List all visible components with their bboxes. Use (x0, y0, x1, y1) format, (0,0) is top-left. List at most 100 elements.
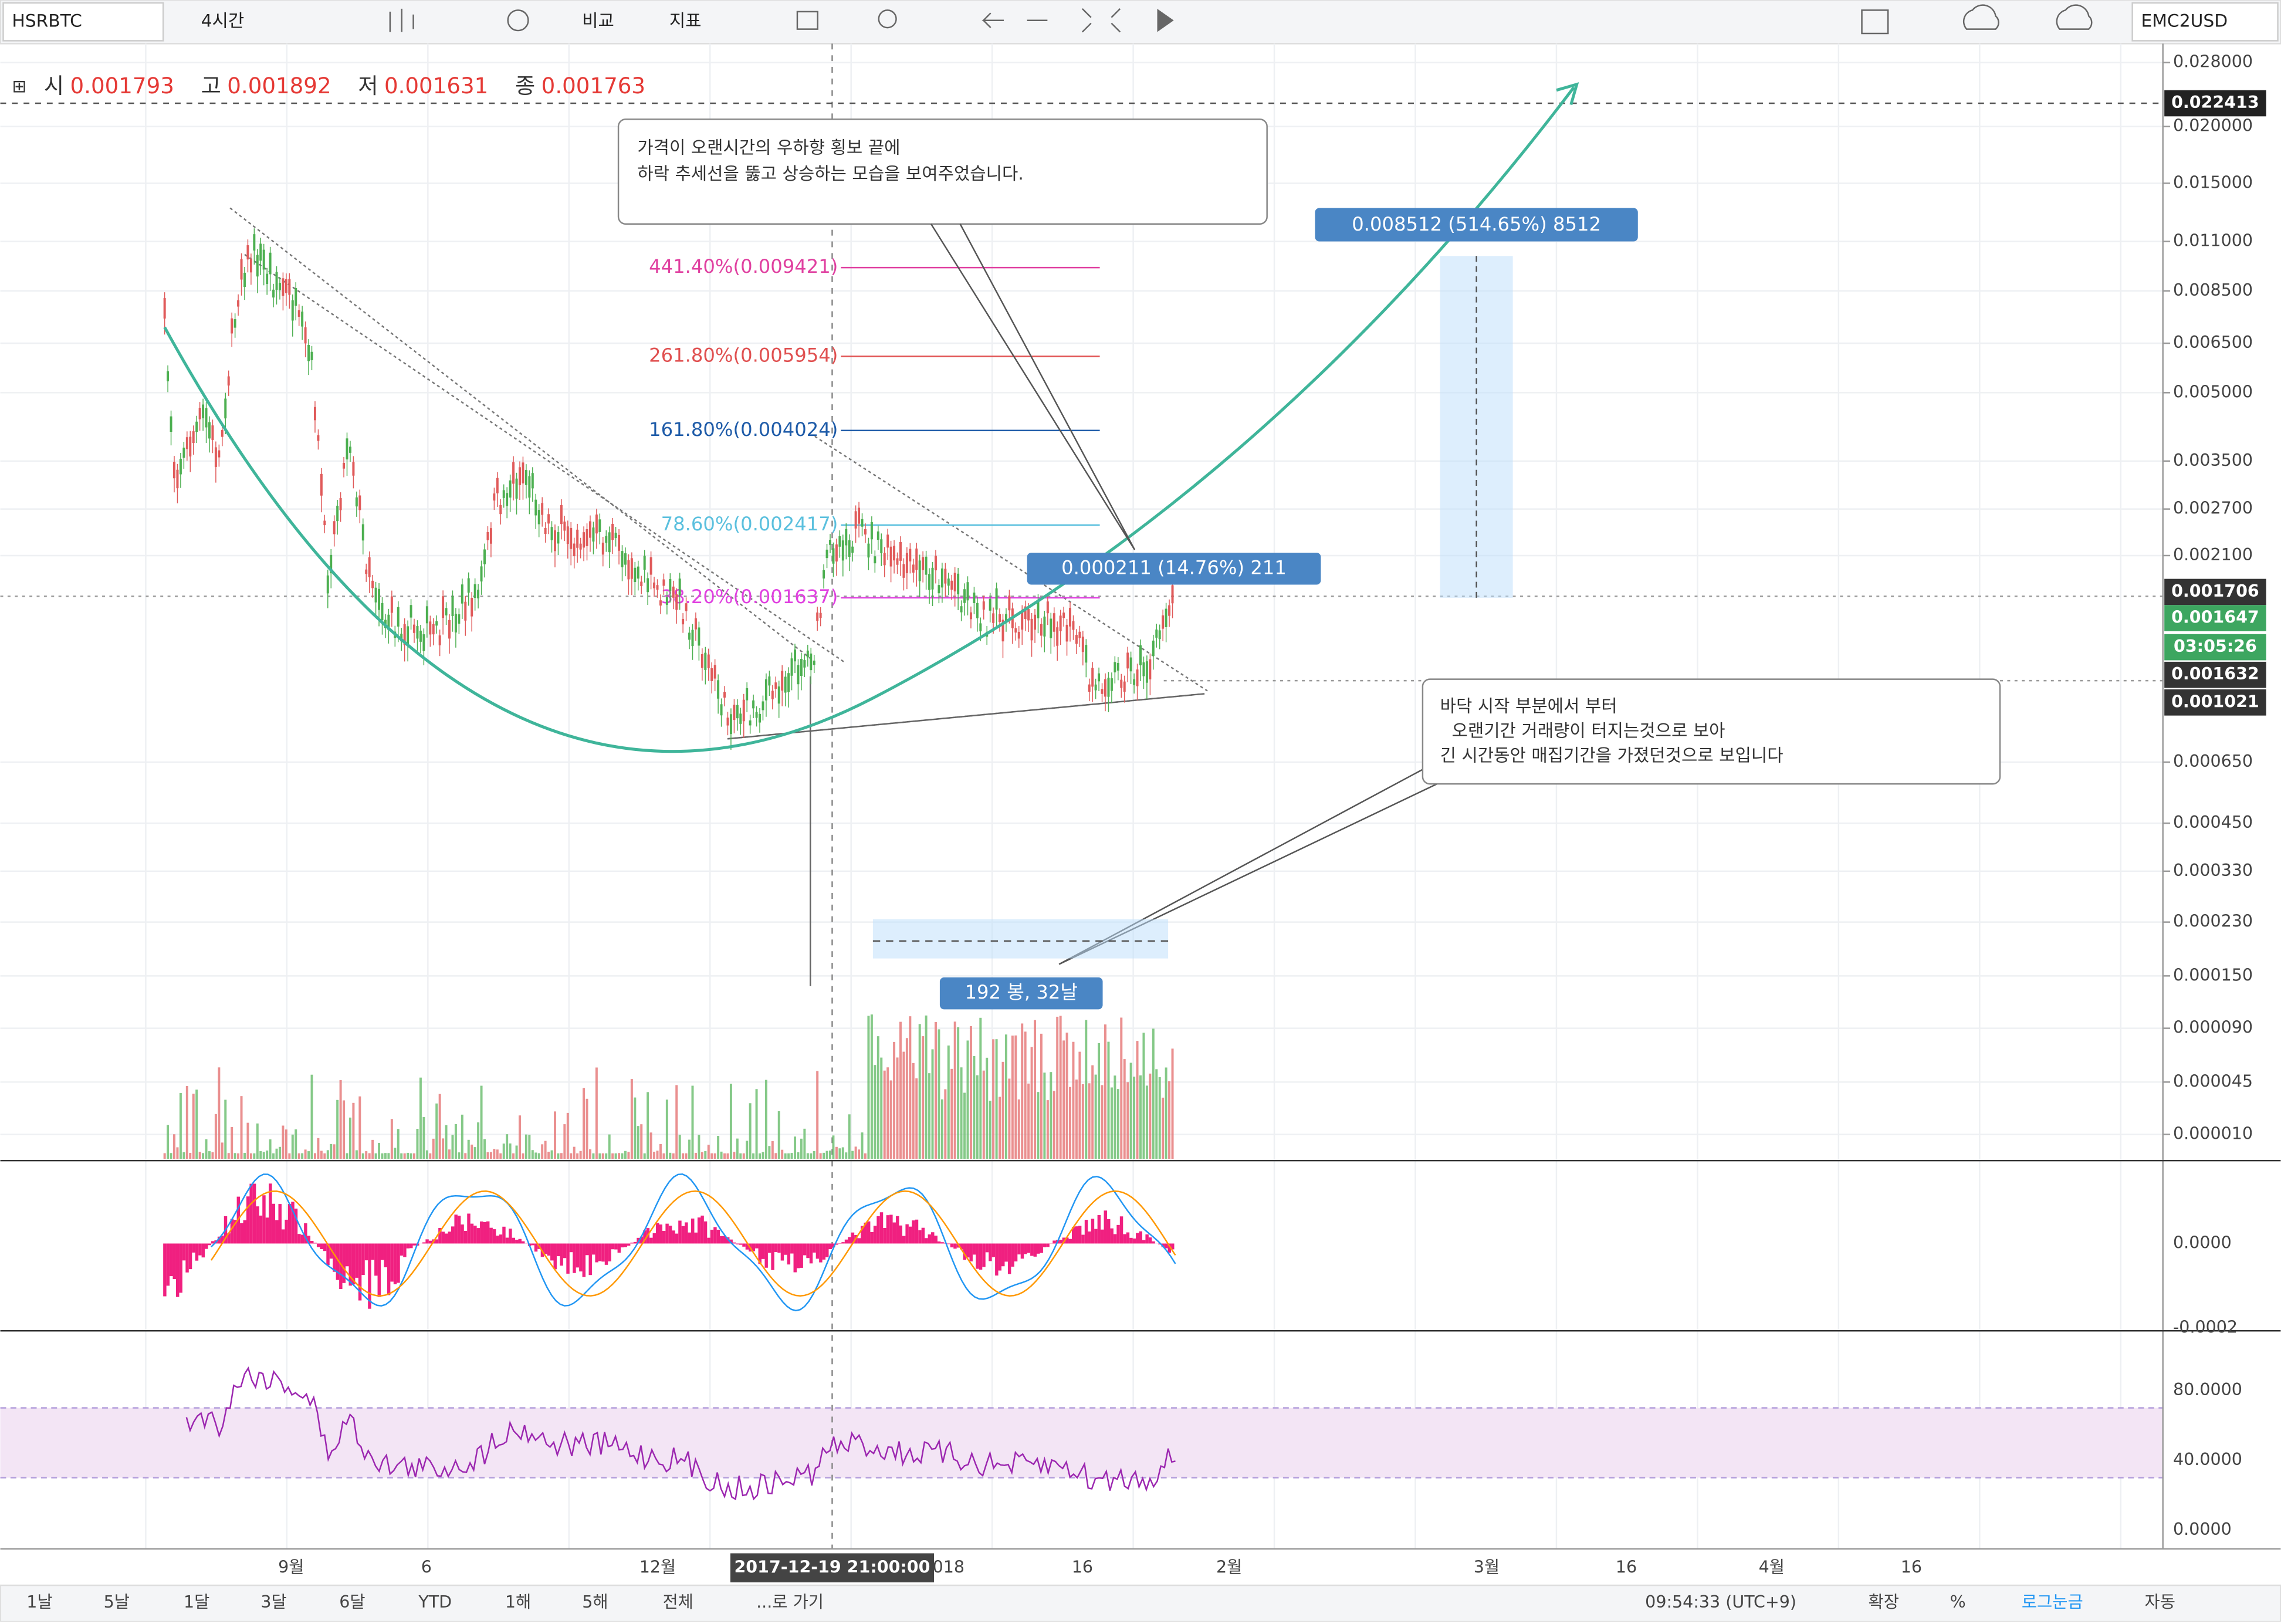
macd-hist (566, 1243, 569, 1273)
volume-bar (243, 1153, 246, 1159)
candle (1139, 645, 1142, 665)
volume-bar (992, 1039, 994, 1159)
candle (708, 655, 710, 668)
candle (576, 530, 578, 548)
macd-hist (634, 1242, 637, 1244)
volume-bar (576, 1153, 578, 1159)
candle (800, 659, 803, 676)
macd-hist (410, 1243, 412, 1248)
volume-bar (365, 1151, 367, 1159)
volume-bar (954, 1021, 956, 1159)
volume-bar (246, 1123, 249, 1159)
range-button[interactable]: 5날 (104, 1592, 130, 1612)
range-button[interactable]: 1해 (505, 1592, 531, 1612)
indicators-button[interactable]: 지표 (669, 11, 702, 32)
candle (1027, 609, 1030, 620)
volume-bar (896, 1057, 899, 1159)
macd-hist (256, 1206, 259, 1243)
price-label: 0.020000 (2173, 116, 2253, 136)
macd-hist (653, 1233, 656, 1244)
volume-bar (791, 1153, 793, 1159)
candle (250, 259, 252, 272)
candle (605, 536, 607, 543)
candle (1031, 619, 1033, 641)
range-button[interactable]: 전체 (662, 1592, 693, 1612)
volume-bar (570, 1153, 572, 1159)
candle (563, 522, 566, 531)
volume-bar (464, 1153, 466, 1159)
candle (861, 519, 864, 527)
compare-button[interactable]: 비교 (582, 11, 614, 32)
option-button[interactable]: 자동 (2144, 1592, 2175, 1612)
volume-bar (560, 1153, 563, 1159)
range-button[interactable]: 6달 (339, 1592, 365, 1612)
volume-bar (989, 1101, 991, 1159)
candle (173, 462, 175, 478)
time-label: 16 (1901, 1557, 1922, 1576)
fib-label: 161.80%(0.004024) (649, 418, 838, 441)
macd-hist (739, 1243, 742, 1244)
candle (301, 312, 303, 326)
volume-bar (774, 1153, 777, 1159)
time-label: 3월 (1474, 1557, 1500, 1576)
macd-hist (573, 1243, 576, 1273)
volume-bar (567, 1113, 569, 1159)
range-button[interactable]: 1날 (26, 1592, 52, 1612)
macd-hist (282, 1229, 285, 1243)
symbol[interactable]: HSRBTC (12, 11, 82, 32)
volume-bar (471, 1145, 473, 1159)
volume-bar (228, 1153, 230, 1159)
candle (167, 371, 169, 381)
time-axis (1, 1549, 2281, 1585)
volume-bar (333, 1144, 336, 1159)
option-button[interactable]: 로그눈금 (2022, 1592, 2083, 1612)
candle (608, 532, 611, 552)
candle (669, 579, 671, 591)
ohlc-toggle[interactable]: ⊞ (12, 76, 26, 97)
macd-hist (381, 1243, 384, 1260)
candle (368, 557, 371, 577)
candle (1123, 682, 1126, 692)
candle (935, 556, 937, 570)
candle (867, 544, 869, 558)
macd-hist (678, 1220, 681, 1243)
macd-hist (797, 1243, 800, 1268)
range-button[interactable]: 5해 (582, 1592, 608, 1612)
toolbar: HSRBTC 4시간 비교 지표 EMC2USD (1, 0, 2281, 43)
macd-hist (198, 1243, 201, 1255)
range-button[interactable]: 1달 (184, 1592, 209, 1612)
range-button[interactable]: 3달 (260, 1592, 286, 1612)
candle (461, 584, 463, 604)
macd-hist (496, 1236, 499, 1243)
macd-hist (966, 1243, 969, 1257)
macd-hist (819, 1243, 822, 1262)
volume-bar (1075, 1080, 1078, 1159)
volume-bar (957, 1027, 959, 1159)
option-button[interactable]: 확장 (1869, 1592, 1899, 1612)
range-button[interactable]: YTD (418, 1592, 452, 1612)
callout-line: 긴 시간동안 매집기간을 가졌던것으로 보입니다 (1440, 746, 1783, 766)
volume-bar (1072, 1042, 1074, 1159)
option-button[interactable]: % (1950, 1592, 1966, 1612)
candle (650, 557, 652, 575)
volume-bar (496, 1149, 499, 1159)
candle (845, 529, 847, 546)
volume-bar (1060, 1016, 1062, 1159)
volume-bar (765, 1080, 767, 1159)
candle (448, 620, 451, 639)
volume-bar (784, 1153, 787, 1159)
volume-bar (1133, 1077, 1135, 1159)
volume-bar (1104, 1024, 1106, 1159)
volume-bar (320, 1151, 323, 1159)
volume-bar (1062, 1040, 1065, 1159)
volume-bar (394, 1148, 396, 1159)
right-symbol[interactable]: EMC2USD (2141, 11, 2228, 32)
price-label: 0.015000 (2173, 172, 2253, 192)
interval[interactable]: 4시간 (201, 11, 245, 32)
ohlc-value: 0.001892 (227, 73, 331, 99)
volume-bar (915, 1078, 918, 1159)
macd-hist (925, 1238, 928, 1243)
range-button[interactable]: ...로 가기 (756, 1592, 824, 1612)
macd-hist (953, 1243, 956, 1249)
macd-hist (1052, 1240, 1055, 1243)
